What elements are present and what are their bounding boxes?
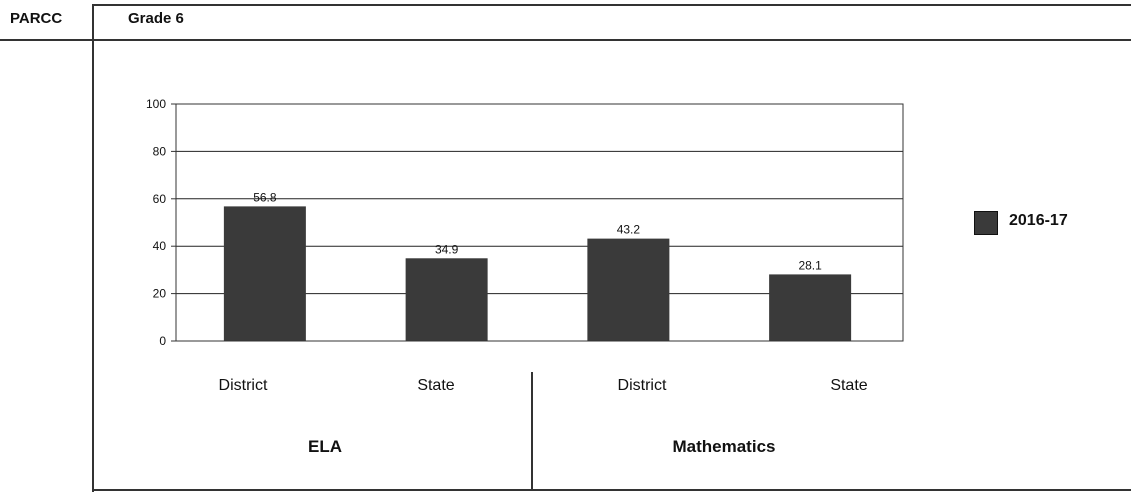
y-tick-label: 0: [159, 334, 166, 348]
y-tick-labels: 0 20 40 60 80 100: [146, 97, 176, 348]
bar-3: [769, 274, 852, 341]
page-title: Grade 6: [128, 10, 184, 27]
y-tick-label: 60: [153, 192, 167, 206]
category-label-state-math: State: [830, 377, 868, 394]
category-label-state-ela: State: [417, 377, 455, 394]
data-label-0: 56.8: [253, 190, 277, 204]
header-divider: [0, 39, 1131, 41]
group-label-ela: ELA: [308, 437, 342, 456]
category-label-district-math: District: [617, 377, 667, 394]
group-label-mathematics: Mathematics: [672, 437, 776, 456]
y-tick-label: 100: [146, 97, 166, 111]
y-tick-label: 80: [153, 144, 167, 158]
bar-0: [223, 206, 306, 341]
data-label-3: 28.1: [798, 258, 822, 272]
bottom-border: [92, 489, 1131, 491]
bars: [223, 206, 852, 341]
header-left-label: PARCC: [10, 10, 63, 27]
y-tick-label: 20: [153, 287, 167, 301]
y-tick-label: 40: [153, 239, 167, 253]
data-labels: 56.8 34.9 43.2 28.1: [253, 190, 822, 272]
data-label-2: 43.2: [617, 223, 641, 237]
left-border: [92, 4, 94, 492]
bar-1: [405, 258, 488, 341]
legend-label: 2016-17: [1009, 212, 1068, 229]
bar-2: [587, 238, 670, 341]
legend-swatch: [974, 211, 998, 235]
category-label-district-ela: District: [218, 377, 268, 394]
top-border: [92, 4, 1131, 6]
group-divider: [531, 372, 533, 491]
data-label-1: 34.9: [435, 242, 459, 256]
plot-area-border: [175, 103, 904, 342]
